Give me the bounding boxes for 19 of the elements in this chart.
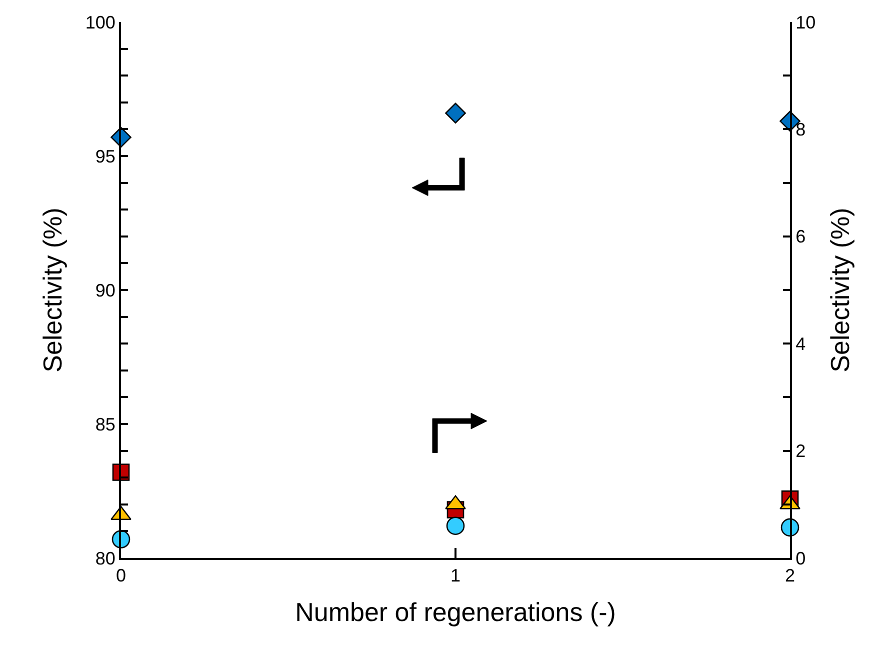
point [445,102,466,124]
y-tick-label: 100 [85,12,116,32]
y-axis-title: Selectivity (%) [37,208,68,372]
y2-axis-title: Selectivity (%) [824,208,855,372]
point [446,516,465,535]
y2-tick-label: 10 [796,12,816,32]
y-tick-label: 80 [95,548,116,568]
y2-tick-label: 0 [796,548,806,568]
x-tick-label: 0 [116,566,126,586]
x-axis-title: Number of regenerations (-) [295,596,616,627]
y-tick-label: 95 [95,146,116,166]
y2-tick-label: 8 [796,120,806,140]
y-tick-label: 85 [95,414,116,434]
x-tick-label: 1 [450,566,461,586]
y-tick-label: 90 [95,280,116,300]
y2-tick-label: 2 [796,441,806,462]
y2-tick-label: 6 [796,226,806,247]
y2-tick-label: 4 [796,334,806,354]
x-tick-label: 2 [784,566,796,586]
